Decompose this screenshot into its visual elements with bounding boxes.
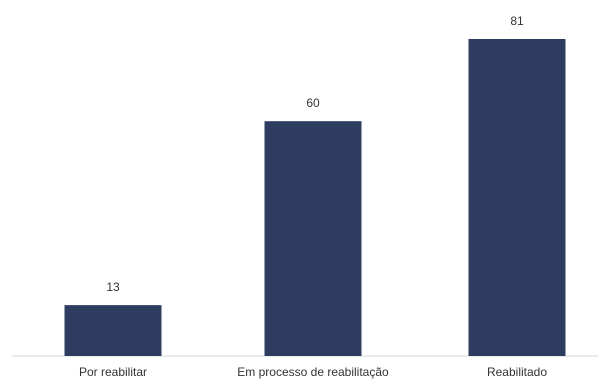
category-label-2: Em processo de reabilitação <box>237 365 389 379</box>
category-label-3: Reabilitado <box>487 365 547 379</box>
bar-value-label-1: 13 <box>106 280 120 294</box>
value-labels-layer: 13 60 81 <box>106 14 524 294</box>
bar-value-label-2: 60 <box>306 96 320 110</box>
bar-2 <box>264 121 362 357</box>
category-label-1: Por reabilitar <box>79 365 147 379</box>
bars-layer <box>64 39 566 357</box>
bar-1 <box>64 305 162 356</box>
bar-3 <box>468 39 566 356</box>
category-labels-layer: Por reabilitar Em processo de reabilitaçã… <box>79 365 547 379</box>
bar-value-label-3: 81 <box>510 14 524 28</box>
